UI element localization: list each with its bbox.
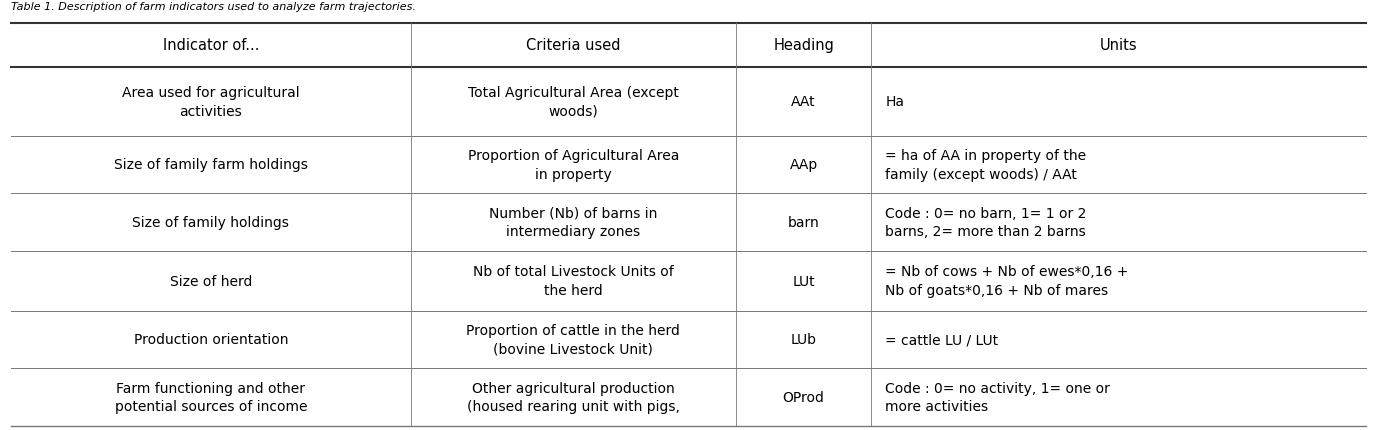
Text: AAt: AAt [792,95,817,109]
Text: Criteria used: Criteria used [526,38,621,53]
Text: Indicator of...: Indicator of... [162,38,259,53]
Text: Code : 0= no activity, 1= one or
more activities: Code : 0= no activity, 1= one or more ac… [885,381,1110,413]
Text: AAp: AAp [789,158,818,172]
Text: Production orientation: Production orientation [134,332,288,347]
Text: barn: barn [788,215,819,230]
Text: LUt: LUt [792,274,815,288]
Text: = cattle LU / LUt: = cattle LU / LUt [885,332,998,347]
Text: Area used for agricultural
activities: Area used for agricultural activities [123,86,300,118]
Text: Number (Nb) of barns in
intermediary zones: Number (Nb) of barns in intermediary zon… [489,206,657,239]
Text: Nb of total Livestock Units of
the herd: Nb of total Livestock Units of the herd [472,265,673,297]
Text: Proportion of cattle in the herd
(bovine Livestock Unit): Proportion of cattle in the herd (bovine… [467,323,680,356]
Text: Code : 0= no barn, 1= 1 or 2
barns, 2= more than 2 barns: Code : 0= no barn, 1= 1 or 2 barns, 2= m… [885,206,1086,239]
Text: LUb: LUb [790,332,817,347]
Text: Farm functioning and other
potential sources of income: Farm functioning and other potential sou… [114,381,307,413]
Text: Size of family holdings: Size of family holdings [132,215,289,230]
Text: OProd: OProd [782,390,825,404]
Text: Units: Units [1100,38,1137,53]
Text: Total Agricultural Area (except
woods): Total Agricultural Area (except woods) [468,86,679,118]
Text: Proportion of Agricultural Area
in property: Proportion of Agricultural Area in prope… [468,149,679,181]
Text: = Nb of cows + Nb of ewes*0,16 +
Nb of goats*0,16 + Nb of mares: = Nb of cows + Nb of ewes*0,16 + Nb of g… [885,265,1129,297]
Text: Ha: Ha [885,95,905,109]
Text: Heading: Heading [774,38,834,53]
Text: Other agricultural production
(housed rearing unit with pigs,: Other agricultural production (housed re… [467,381,680,413]
Text: = ha of AA in property of the
family (except woods) / AAt: = ha of AA in property of the family (ex… [885,149,1086,181]
Text: Size of family farm holdings: Size of family farm holdings [114,158,308,172]
Text: Size of herd: Size of herd [169,274,252,288]
Text: Table 1. Description of farm indicators used to analyze farm trajectories.: Table 1. Description of farm indicators … [11,2,416,12]
